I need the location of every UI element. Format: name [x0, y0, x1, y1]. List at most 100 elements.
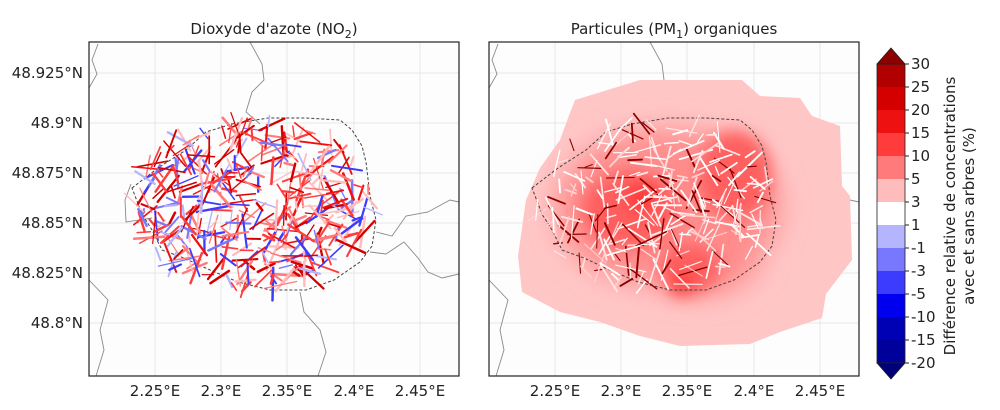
street-segment [359, 215, 367, 249]
street-segment [270, 156, 275, 186]
street-segment [603, 238, 615, 261]
colorbar-tick-label: -15 [911, 331, 936, 349]
colorbar-segment [877, 156, 905, 180]
street-segment [240, 202, 267, 226]
street-segment [280, 190, 296, 194]
street-segment [320, 199, 324, 213]
street-segment [723, 182, 735, 205]
street-segment [246, 264, 250, 285]
street-segment [363, 206, 383, 216]
street-segment [713, 131, 725, 150]
street-segment [149, 146, 162, 171]
street-segment [270, 252, 302, 264]
street-segment [759, 217, 764, 230]
street-segment [271, 266, 275, 302]
street-segment [238, 133, 242, 153]
street-segment [698, 156, 719, 187]
street-segment [238, 195, 249, 213]
street-segment [225, 274, 234, 289]
street-segment [553, 149, 561, 178]
street-segment [731, 204, 737, 225]
street-segment [294, 122, 321, 143]
street-segment [730, 223, 745, 238]
street-segment [691, 171, 705, 179]
street-segment [238, 209, 255, 219]
lon-tick: 2.25°E [130, 382, 180, 400]
street-segment [349, 155, 355, 167]
street-segment [635, 246, 640, 279]
colorbar: 30 25 20 15 10 5 3 1 -1 -3 -5 -10 -15 -20 Différence … [876, 47, 978, 380]
street-segment [340, 198, 355, 209]
street-segment [152, 210, 157, 245]
street-segment [254, 269, 273, 288]
colorbar-min-arrow [876, 362, 906, 380]
street-segment [754, 195, 777, 204]
street-segment [295, 170, 324, 177]
street-segment [241, 213, 248, 249]
street-segment [312, 233, 341, 241]
panel-no2: Dioxyde d'azote (NO2) [88, 20, 460, 377]
colorbar-tick-label: 15 [911, 124, 930, 142]
lon-tick: 2.4°E [334, 382, 375, 400]
colorbar-tick-label: 1 [911, 216, 921, 234]
street-segment [552, 216, 557, 237]
street-segment [247, 142, 275, 163]
street-segment [313, 229, 320, 251]
street-segment [225, 221, 252, 225]
street-segment [678, 140, 694, 147]
colorbar-ticks: 30 25 20 15 10 5 3 1 -1 -3 -5 -10 -15 -20 [905, 55, 936, 372]
street-segment [329, 169, 353, 183]
street-segment [677, 266, 708, 277]
street-segment [621, 237, 628, 246]
street-segment [612, 182, 630, 206]
street-segment [178, 183, 202, 193]
street-segment [209, 219, 218, 229]
street-segment [603, 222, 616, 246]
street-segment [658, 217, 665, 253]
street-segment [608, 151, 625, 168]
colorbar-title-line1: Différence relative de concentrations [941, 76, 959, 355]
street-segment [637, 271, 644, 285]
street-segment [629, 268, 658, 290]
street-segment [234, 278, 257, 283]
lat-tick: 48.875°N [12, 164, 83, 182]
street-segment [627, 243, 661, 246]
street-network-pm1 [527, 112, 781, 294]
street-segment [195, 211, 200, 236]
street-segment [669, 241, 683, 259]
colorbar-tick-label: 5 [911, 170, 921, 188]
street-segment [629, 262, 632, 279]
street-segment [615, 264, 647, 273]
street-segment [336, 210, 360, 219]
street-segment [637, 199, 659, 227]
street-segment [188, 139, 197, 156]
street-segment [160, 231, 171, 236]
street-segment [663, 194, 673, 203]
street-segment [691, 227, 717, 252]
street-segment [558, 159, 569, 163]
colorbar-tick-label: -10 [911, 308, 936, 326]
colorbar-segment [877, 64, 905, 88]
street-segment [679, 260, 702, 271]
street-segment [639, 178, 658, 193]
street-segment [650, 202, 662, 227]
colorbar-tick-label: -1 [911, 239, 926, 257]
street-segment [668, 168, 674, 188]
street-segment [170, 185, 176, 199]
street-segment [330, 164, 364, 172]
street-segment [287, 223, 315, 243]
street-segment [594, 252, 606, 282]
street-segment [702, 218, 710, 235]
street-segment [276, 183, 287, 199]
street-segment [163, 140, 187, 167]
street-segment [596, 123, 611, 150]
street-segment [644, 156, 667, 161]
street-segment [292, 195, 303, 217]
street-segment [718, 262, 731, 268]
street-segment [287, 206, 299, 226]
street-segment [629, 161, 658, 168]
street-segment [304, 187, 330, 191]
street-segment [607, 222, 623, 246]
street-segment [289, 237, 306, 256]
